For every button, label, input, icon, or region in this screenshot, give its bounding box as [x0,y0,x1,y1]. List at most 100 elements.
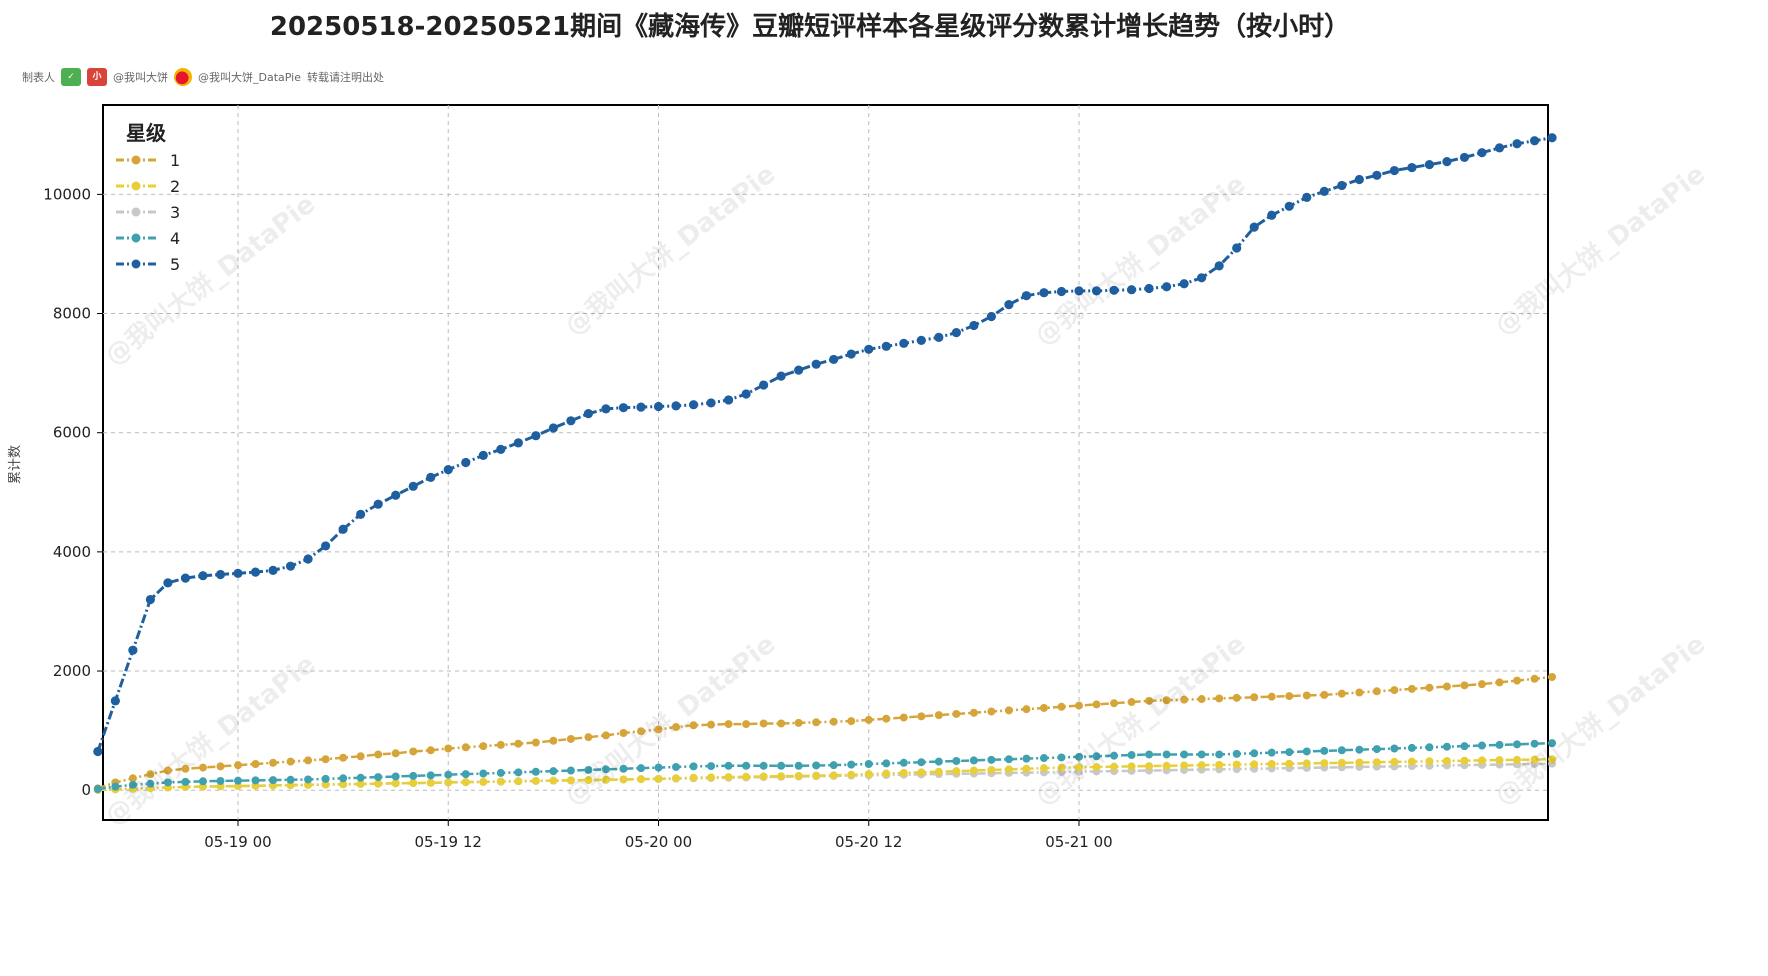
data-point [181,777,190,786]
data-point [146,770,155,779]
data-point [110,696,120,706]
data-point [269,758,278,767]
data-point [882,769,891,778]
data-point [724,761,733,770]
data-point [303,554,313,564]
data-point [409,747,418,756]
data-point [1459,152,1470,163]
data-point [742,720,751,729]
data-point [145,594,155,605]
data-point [1267,210,1277,220]
data-point [777,719,786,728]
data-point [742,772,751,781]
data-point [356,509,366,519]
data-point [934,767,943,776]
data-point [566,416,576,426]
data-point [513,438,523,448]
data-point [759,772,768,781]
data-point [1320,690,1329,699]
data-point [1057,753,1066,762]
data-point [1179,279,1189,289]
data-point [636,727,645,736]
data-point [496,768,505,777]
x-tick-label: 05-21 00 [1045,833,1112,851]
data-point [163,778,172,787]
legend-label: 3 [170,203,180,222]
data-point [321,780,330,789]
legend-label: 2 [170,177,180,196]
data-point [987,765,996,774]
data-point [128,774,137,783]
data-point [794,771,803,780]
data-point [829,354,839,365]
data-point [986,311,996,322]
legend-marker [131,207,141,217]
data-point [1548,755,1557,764]
data-point [601,404,611,414]
data-point [1425,743,1434,752]
data-point [707,720,716,729]
data-point [1285,692,1294,701]
data-point [478,450,488,460]
data-point [952,709,961,718]
data-point [391,490,401,500]
data-point [636,775,645,784]
x-tick-label: 05-19 12 [415,833,482,851]
data-point [234,776,242,785]
data-point [1215,760,1224,769]
data-point [286,775,295,784]
data-point [1162,282,1172,292]
data-point [1110,762,1119,771]
data-point [409,771,418,780]
data-point [1250,749,1259,758]
data-point [356,752,365,761]
data-point [864,344,874,354]
data-point [777,761,786,770]
data-point [426,746,435,755]
data-point [93,746,103,757]
data-point [444,778,453,787]
data-point [444,770,453,779]
data-point [847,717,856,726]
data-point [1442,757,1451,766]
data-point [321,755,330,764]
data-point [374,779,383,788]
data-point [1091,286,1102,296]
data-point [1390,744,1399,753]
legend-title: 星级 [126,121,166,145]
data-point [496,444,506,454]
data-point [1022,754,1031,763]
data-point [1180,750,1189,759]
data-point [934,757,943,766]
y-tick-label: 4000 [53,543,91,561]
data-point [1513,740,1522,749]
data-point [969,766,978,775]
data-point [1407,162,1417,173]
data-point [1302,691,1311,700]
data-point [654,725,663,734]
data-point [461,743,470,752]
data-point [899,713,908,722]
data-point [374,773,383,782]
data-point [1442,157,1452,167]
data-point [461,778,470,787]
plot-frame [102,104,1549,821]
data-point [269,776,278,785]
data-point [479,777,488,786]
data-point [1390,686,1399,695]
data-point [215,569,226,580]
y-tick-label: 0 [81,781,91,799]
data-point [321,541,331,551]
data-point [479,742,488,751]
data-point [304,775,313,784]
data-point [811,359,821,369]
data-point [1513,676,1522,685]
data-point [1232,243,1242,253]
data-point [1039,703,1048,712]
data-point [496,740,505,749]
data-point [1180,761,1189,770]
data-point [584,765,593,774]
data-point [636,764,645,773]
data-point [93,785,102,794]
data-point [391,772,400,781]
